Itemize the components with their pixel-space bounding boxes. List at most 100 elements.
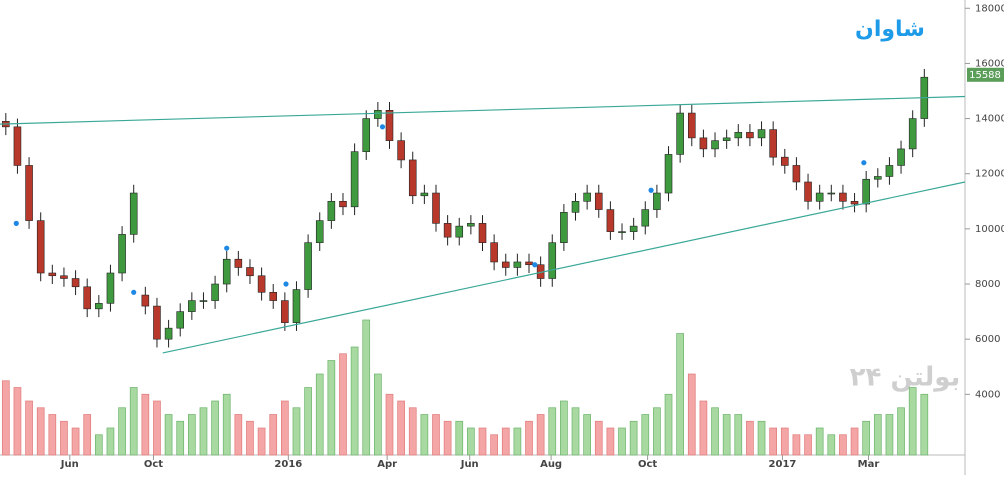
volume-bar xyxy=(548,407,557,456)
volume-bar xyxy=(792,434,801,456)
candle-body xyxy=(281,300,289,323)
candle-body xyxy=(874,176,882,180)
volume-bar xyxy=(455,420,464,456)
candle-body xyxy=(606,209,615,232)
candle-body xyxy=(304,242,312,290)
candle-body xyxy=(490,242,498,263)
candle-body xyxy=(548,242,557,279)
volume-bar xyxy=(629,420,638,456)
candle-body xyxy=(746,132,754,139)
volume-bar xyxy=(536,414,545,456)
volume-bar xyxy=(385,393,394,456)
candle-body xyxy=(629,225,638,232)
candle-body xyxy=(618,231,626,233)
volume-bar xyxy=(362,319,371,456)
y-tick-label: 10000 xyxy=(975,224,1004,235)
volume-bar xyxy=(129,387,138,456)
signal-dot xyxy=(224,245,230,251)
volume-bar xyxy=(699,400,708,456)
volume-bar xyxy=(60,420,68,456)
volume-bar xyxy=(315,373,324,456)
volume-bar xyxy=(292,407,301,456)
candle-body xyxy=(164,327,173,340)
candle-body xyxy=(525,261,533,266)
volume-bar xyxy=(583,414,591,456)
volume-bar xyxy=(513,427,522,456)
volume-bar xyxy=(339,353,347,456)
signal-dot xyxy=(532,262,538,268)
volume-bar xyxy=(885,414,894,456)
candle-body xyxy=(571,201,580,213)
candle-body xyxy=(641,209,650,227)
x-tick-label: Apr xyxy=(377,459,397,470)
candle-body xyxy=(118,234,126,274)
candle-body xyxy=(211,283,219,301)
volume-bar xyxy=(501,427,510,456)
y-tick-label: 4000 xyxy=(975,389,1000,400)
candle-body xyxy=(815,192,824,202)
volume-bar xyxy=(48,414,57,456)
candle-body xyxy=(199,300,208,302)
candle-body xyxy=(374,110,382,119)
volume-bar xyxy=(862,420,871,456)
volume-bar xyxy=(757,420,766,456)
candle-body xyxy=(757,129,766,139)
volume-bar xyxy=(234,414,243,456)
volume-bar xyxy=(106,427,115,456)
candle-body xyxy=(687,112,696,139)
signal-dot xyxy=(131,289,137,295)
candle-body xyxy=(594,192,603,210)
x-tick-label: Aug xyxy=(540,459,562,470)
trend-line xyxy=(162,181,966,354)
volume-bar xyxy=(211,400,219,456)
candle-body xyxy=(397,140,405,161)
x-tick-label: Oct xyxy=(638,459,657,470)
x-tick-label: Jun xyxy=(460,459,479,470)
volume-bar xyxy=(827,434,836,456)
volume-bar xyxy=(525,420,533,456)
candle-body xyxy=(478,223,487,243)
volume-bar xyxy=(187,414,196,456)
candle-body xyxy=(95,303,103,310)
volume-bar xyxy=(641,414,650,456)
volume-bar xyxy=(850,427,859,456)
volume-bar xyxy=(432,414,440,456)
volume-bar xyxy=(374,373,382,456)
volume-bar xyxy=(873,414,882,456)
volume-bar xyxy=(490,434,498,456)
candle-body xyxy=(699,137,708,150)
volume-bar xyxy=(164,414,173,456)
candle-body xyxy=(257,275,266,293)
candle-body xyxy=(408,159,417,197)
candle-body xyxy=(234,258,243,268)
volume-bar xyxy=(897,407,905,456)
candle-body xyxy=(71,278,80,288)
volume-bar xyxy=(176,420,185,456)
last-price-tag xyxy=(967,67,1004,82)
candle-body xyxy=(722,137,731,141)
volume-bar xyxy=(327,360,336,456)
candle-body xyxy=(350,151,359,208)
volume-bar xyxy=(769,427,778,456)
volume-bar xyxy=(676,333,684,456)
candle-body xyxy=(850,201,859,205)
candle-body xyxy=(583,192,591,202)
volume-bar xyxy=(722,414,731,456)
volume-bar xyxy=(13,387,22,456)
candle-body xyxy=(467,223,475,227)
candle-body xyxy=(222,258,231,285)
volume-bar xyxy=(908,387,917,456)
candle-body xyxy=(862,178,870,205)
candle-body xyxy=(13,126,22,166)
candle-body xyxy=(269,292,278,301)
volume-bar xyxy=(734,414,743,456)
candle-body xyxy=(339,201,347,208)
candle-body xyxy=(129,192,138,235)
candle-body xyxy=(153,305,161,340)
y-tick-label: 18000 xyxy=(975,3,1004,14)
y-tick-label: 8000 xyxy=(975,279,1000,290)
volume-bar xyxy=(571,407,580,456)
candle-body xyxy=(106,272,115,304)
